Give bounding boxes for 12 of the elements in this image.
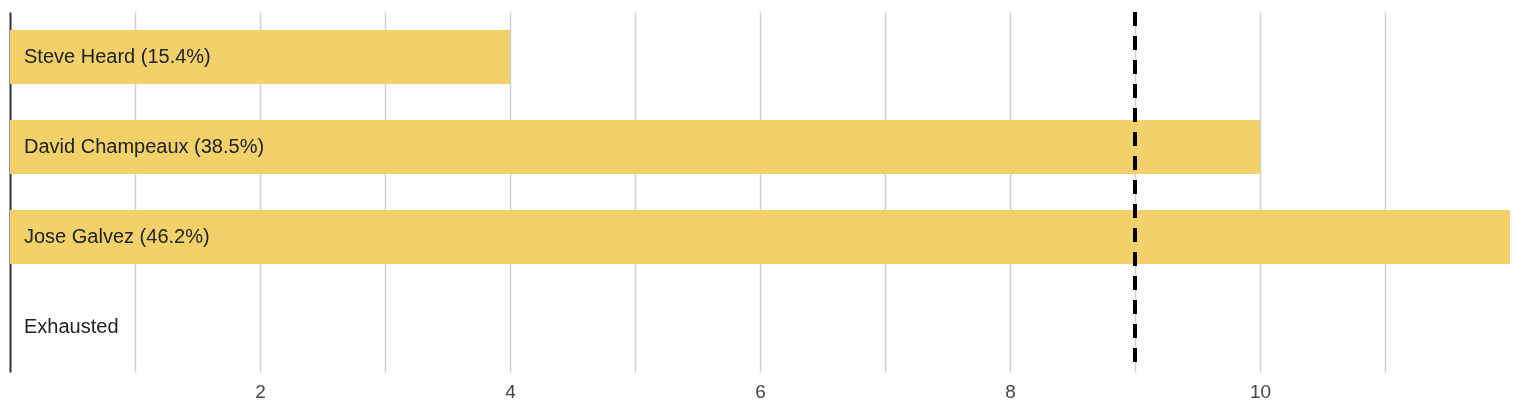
x-tick-label: 8 [1005,380,1016,402]
bar [10,210,1510,264]
x-tick-label: 10 [1249,380,1272,402]
bar [10,120,1260,174]
x-tick-label: 2 [255,380,266,402]
x-tick-label: 4 [505,380,517,402]
y-tick-label: Jose Galvez (46.2%) [24,225,210,247]
y-tick-label: David Champeaux (38.5%) [24,135,265,157]
x-tick-label: 6 [755,380,766,402]
y-tick-label: Steve Heard (15.4%) [24,45,211,67]
bar [10,30,510,84]
y-tick-label: Exhausted [24,315,119,337]
